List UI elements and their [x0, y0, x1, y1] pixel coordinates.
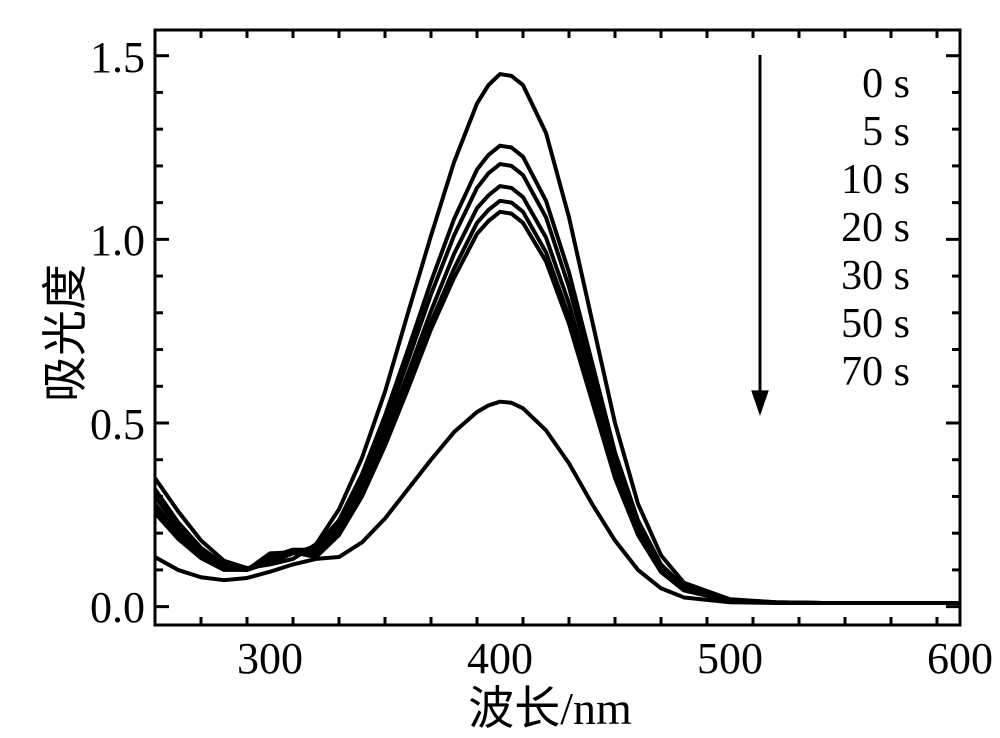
y-tick-label: 1.5: [90, 32, 145, 83]
legend-item: 10 s: [790, 156, 910, 204]
legend-item: 20 s: [790, 204, 910, 252]
legend-item: 0 s: [790, 60, 910, 108]
y-tick-label: 0.0: [90, 582, 145, 633]
legend-item: 5 s: [790, 108, 910, 156]
x-tick-label: 600: [915, 633, 1000, 684]
x-tick-label: 300: [225, 633, 315, 684]
x-tick-label: 500: [685, 633, 775, 684]
legend-item: 30 s: [790, 252, 910, 300]
x-axis-label: 波长/nm: [400, 672, 700, 738]
absorbance-spectra-chart: 吸光度 波长/nm 3004005006000.00.51.01.50 s5 s…: [0, 0, 1000, 732]
y-tick-label: 1.0: [90, 215, 145, 266]
legend-item: 50 s: [790, 300, 910, 348]
y-axis-label: 吸光度: [29, 233, 95, 433]
legend-item: 70 s: [790, 348, 910, 396]
y-tick-label: 0.5: [90, 399, 145, 450]
x-tick-label: 400: [455, 633, 545, 684]
